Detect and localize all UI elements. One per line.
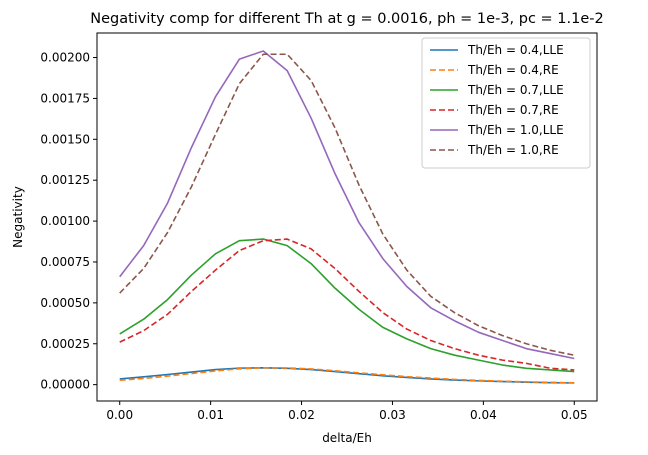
series-line-5 [119,53,575,356]
x-tick-label: 0.00 [106,408,133,422]
y-axis: 0.00000 0.00025 0.00050 0.00075 0.00100 0.001… [40,51,97,392]
series-line-3 [119,238,575,371]
x-tick-label: 0.04 [470,408,497,422]
series-line-1 [119,367,575,384]
y-tick-label: 0.00125 [40,173,90,187]
plot-frame [96,32,598,402]
y-tick-label: 0.00100 [40,214,90,228]
legend-label: Th/Eh = 1.0,LLE [467,123,564,137]
legend-label: Th/Eh = 0.4,RE [467,63,559,77]
y-tick-label: 0.00025 [40,337,90,351]
x-tick-label: 0.05 [561,408,588,422]
x-tick-label: 0.03 [379,408,406,422]
y-tick-label: 0.00175 [40,91,90,105]
y-tick-label: 0.00200 [40,51,90,65]
chart-title: Negativity comp for different Th at g = … [90,11,604,27]
x-tick-label: 0.01 [197,408,224,422]
series-line-2 [119,238,575,373]
y-tick-label: 0.00050 [40,296,90,310]
legend-box [421,37,591,169]
legend: Th/Eh = 0.4,LLE Th/Eh = 0.4,RE Th/Eh = 0.7… [421,37,591,169]
x-axis-label: delta/Eh [322,431,372,445]
series-line-4 [119,50,575,360]
y-tick-label: 0.00075 [40,255,90,269]
y-tick-label: 0.00150 [40,132,90,146]
x-tick-label: 0.02 [288,408,315,422]
legend-label: Th/Eh = 0.7,LLE [467,83,564,97]
x-axis: 0.00 0.01 0.02 0.03 0.04 0.05 [106,401,588,422]
legend-label: Th/Eh = 0.7,RE [467,103,559,117]
y-tick-label: 0.00000 [40,378,90,392]
legend-label: Th/Eh = 1.0,RE [467,143,559,157]
legend-label: Th/Eh = 0.4,LLE [467,43,564,57]
y-axis-label: Negativity [11,186,25,248]
